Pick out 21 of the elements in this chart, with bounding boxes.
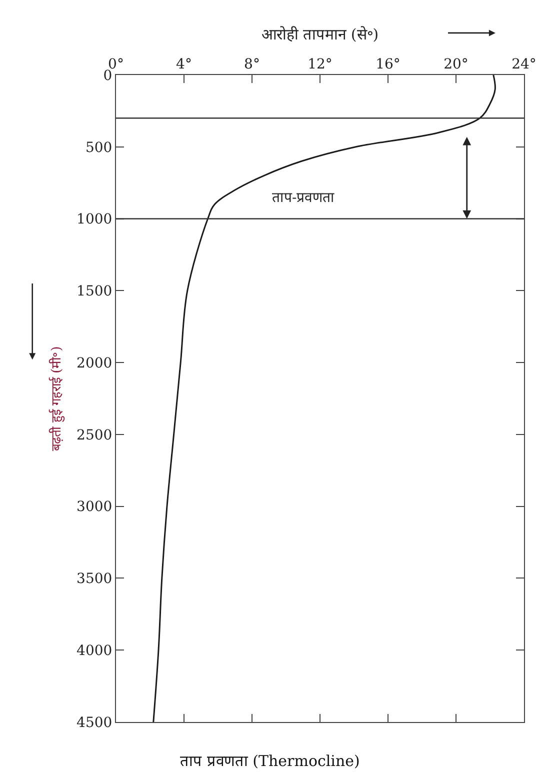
y-tick-label: 500 xyxy=(85,140,112,156)
y-tick-label: 4500 xyxy=(76,714,112,731)
line-series xyxy=(152,75,496,722)
y-tick-label: 4000 xyxy=(76,643,112,660)
x-tick-label: 12° xyxy=(308,56,332,72)
y-axis-title: बढ़ती हुई गहराई (मी॰) xyxy=(48,346,66,451)
x-tick-label: 16° xyxy=(376,56,400,72)
y-tick-label: 3500 xyxy=(76,571,112,588)
y-tick-label: 1000 xyxy=(76,212,112,228)
x-tick-label: 8° xyxy=(244,56,260,72)
y-tick-label: 0 xyxy=(103,68,112,84)
x-tick-label: 24° xyxy=(512,56,536,72)
text: ताप प्रवणता (Thermocline) xyxy=(180,752,360,770)
x-axis-title: आरोही तापमान (से॰) xyxy=(261,26,379,44)
x-tick-label: 4° xyxy=(176,56,192,72)
x-tick-label: 20° xyxy=(444,56,468,72)
y-tick-label: 2000 xyxy=(76,355,112,372)
y-tick-label: 3000 xyxy=(76,499,112,516)
annotation: ताप-प्रवणता xyxy=(272,190,335,206)
y-tick-label: 2500 xyxy=(76,427,112,444)
y-tick-label: 1500 xyxy=(76,284,112,300)
